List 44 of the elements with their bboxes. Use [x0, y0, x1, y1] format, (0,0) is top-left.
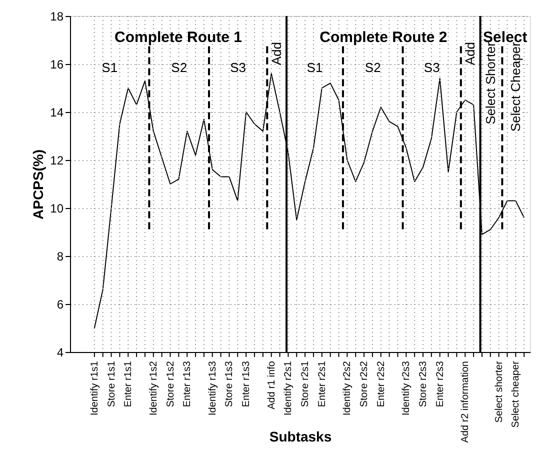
x-tick-label: Store r2s3 [418, 360, 430, 408]
annotation: S1 [102, 60, 118, 75]
y-axis-title: APCPS(%) [30, 149, 46, 220]
x-tick-label: Enter r2s3 [434, 360, 446, 408]
y-tick-label: 6 [56, 298, 64, 312]
x-tick-label: Store r1s2 [165, 360, 176, 408]
x-tick-label: Store r1s1 [106, 360, 118, 408]
x-tick-label: Store r2s1 [300, 360, 312, 408]
x-tick-label: Add r1 info [266, 360, 278, 410]
y-tick-label: 12 [50, 154, 64, 168]
annotation: Select Shorter [483, 41, 498, 124]
y-tick-label: 4 [56, 346, 64, 360]
annotation: Complete Route 2 [320, 29, 448, 46]
x-tick-label: Identify r1s1 [89, 360, 100, 416]
x-tick-label: Enter r1s3 [241, 360, 252, 408]
annotation: S1 [306, 60, 323, 75]
x-tick-label: Add r2 information [460, 361, 472, 443]
x-tick-label: Identify r2s3 [401, 360, 412, 416]
x-tick-label: Select cheaper [510, 360, 522, 428]
x-tick-label: Identify r1s3 [207, 360, 218, 416]
annotation: Add [268, 42, 284, 66]
x-tick-label: Enter r1s3 [182, 360, 194, 408]
x-tick-label: Select shorter [494, 360, 505, 423]
x-tick-label: Identify r2s1 [283, 360, 294, 416]
x-tick-label: Identify r2s2 [342, 360, 354, 416]
annotation: S2 [171, 60, 188, 75]
y-tick-label: 14 [50, 106, 64, 120]
y-tick-label: 18 [50, 10, 64, 24]
annotation: S3 [230, 60, 246, 75]
x-tick-label: Enter r2s2 [376, 360, 387, 408]
annotation: Add [462, 42, 478, 66]
x-tick-label: Enter r2s1 [316, 360, 328, 408]
y-tick-label: 16 [50, 58, 64, 72]
y-tick-label: 8 [56, 250, 64, 264]
x-tick-label: Store r1s3 [224, 360, 236, 408]
y-tick-label: 10 [50, 202, 64, 216]
annotation: S2 [364, 60, 381, 75]
annotation: Select Cheaper [508, 41, 524, 132]
x-tick-label: Enter r1s1 [123, 360, 134, 408]
x-tick-label: Identify r1s2 [148, 360, 160, 416]
annotation: Complete Route 1 [114, 29, 242, 46]
x-axis-title: Subtasks [269, 428, 332, 444]
annotation: S3 [424, 60, 440, 75]
x-tick-label: Store r2s2 [359, 360, 370, 408]
